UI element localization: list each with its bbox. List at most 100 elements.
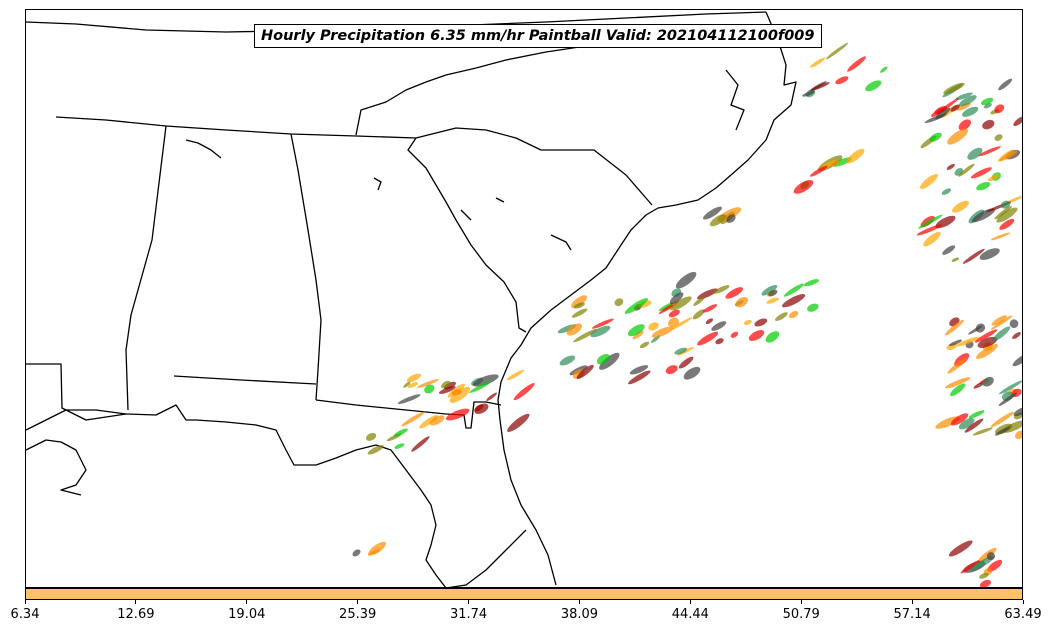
paintball-blob (692, 309, 705, 320)
paintball-blob (946, 163, 955, 170)
paintball-blob (628, 370, 651, 385)
paintball-blob (447, 383, 465, 398)
paintball-blob (980, 97, 994, 106)
paintball-blob (559, 355, 576, 366)
paintball-blob (715, 338, 724, 345)
paintball-blob (952, 200, 969, 213)
paintball-blob (393, 428, 408, 437)
paintball-blob (981, 378, 991, 386)
paintball-blob (929, 132, 942, 142)
paintball-blob (665, 365, 678, 375)
al-fl-border (173, 375, 317, 385)
paintball-blob (990, 315, 1013, 330)
paintball-blob (810, 165, 828, 177)
paintball-blob (768, 289, 778, 297)
paintball-blob (590, 325, 611, 338)
paintball-blob (977, 146, 1001, 157)
paintball-blob (802, 90, 815, 97)
ms-la-border (26, 363, 127, 421)
colorbar-tick (911, 600, 913, 604)
paintball-blob (832, 157, 852, 167)
paintball-blob (987, 559, 1003, 572)
paintball-blob (987, 174, 1000, 182)
paintball-blob (576, 364, 594, 379)
fl-peninsula-east (448, 529, 527, 587)
paintball-blob (967, 147, 983, 160)
paintball-blob (979, 572, 989, 579)
paintball-blob (407, 382, 418, 388)
paintball-blob (972, 427, 993, 436)
paintball-blob (571, 308, 588, 318)
paintball-blob (979, 248, 1000, 260)
paintball-blob (697, 288, 718, 300)
paintball-blob (999, 218, 1015, 230)
colorbar-tick-label: 63.49 (1004, 607, 1042, 622)
paintball-blob (916, 224, 943, 236)
colorbar-tick (246, 600, 248, 604)
paintball-blob (571, 295, 587, 309)
paintball-blob (998, 380, 1022, 395)
paintball-blob (629, 365, 649, 375)
paintball-blob (702, 304, 718, 313)
colorbar-tick (1022, 600, 1024, 604)
paintball-blob (955, 92, 973, 101)
paintball-blob (958, 119, 971, 131)
paintball-blob (846, 148, 865, 164)
paintball-blob (999, 150, 1018, 162)
colorbar-tick-label: 6.34 (10, 607, 40, 622)
paintball-blob (986, 552, 996, 561)
paintball-blob (368, 541, 387, 556)
paintball-blob (788, 311, 799, 319)
paintball-blob (995, 426, 1011, 436)
paintball-blob (950, 383, 966, 397)
paintball-blob (725, 287, 744, 299)
paintball-blob (416, 379, 439, 388)
paintball-blob (968, 325, 983, 335)
sc-nc-border (415, 127, 653, 206)
paintball-blob (726, 214, 736, 223)
paintball-blob (693, 296, 705, 306)
paintball-blob (658, 302, 673, 312)
paintball-blob (998, 392, 1018, 407)
al-ms-border (125, 125, 167, 411)
map-panel: Hourly Precipitation 6.35 mm/hr Paintbal… (25, 9, 1023, 588)
paintball-blob (591, 318, 614, 329)
colorbar-tick-label: 50.79 (782, 607, 820, 622)
paintball-blob (880, 66, 888, 73)
paintball-blob (947, 128, 968, 145)
paintball-blob (950, 104, 960, 112)
colorbar-tick (357, 600, 359, 604)
paintball-blob (964, 418, 984, 433)
colorbar-tick (135, 600, 137, 604)
colorbar-tick-label: 25.39 (339, 607, 377, 622)
state-border-tn-south (55, 116, 417, 139)
paintball-blob (713, 285, 730, 294)
paintball-blob (943, 82, 965, 95)
nc-coastline (497, 11, 797, 586)
paintball-blob (513, 383, 535, 401)
paintball-blob (670, 296, 692, 311)
paintball-blob (748, 330, 765, 341)
paintball-blob (754, 318, 768, 327)
paintball-blob (976, 181, 991, 191)
paintball-blob (632, 330, 644, 340)
paintball-blob (675, 271, 697, 289)
paintball-blob (1012, 352, 1022, 367)
paintball-blob (996, 207, 1018, 223)
paintball-blob (944, 377, 971, 389)
paintball-blob (959, 95, 977, 107)
inland-lake (185, 139, 222, 159)
colorbar-tick (800, 600, 802, 604)
paintball-blob (936, 97, 959, 115)
paintball-blob (807, 303, 819, 312)
paintball-blob (658, 304, 674, 314)
paintball-blob (486, 392, 497, 401)
paintball-blob (445, 408, 470, 421)
paintball-blob (697, 331, 719, 346)
paintball-blob (970, 556, 994, 571)
paintball-blob (825, 42, 849, 60)
sc-border (407, 137, 527, 333)
paintball-blob (847, 56, 867, 72)
paintball-blob (639, 341, 650, 349)
paintball-blob (971, 208, 996, 223)
